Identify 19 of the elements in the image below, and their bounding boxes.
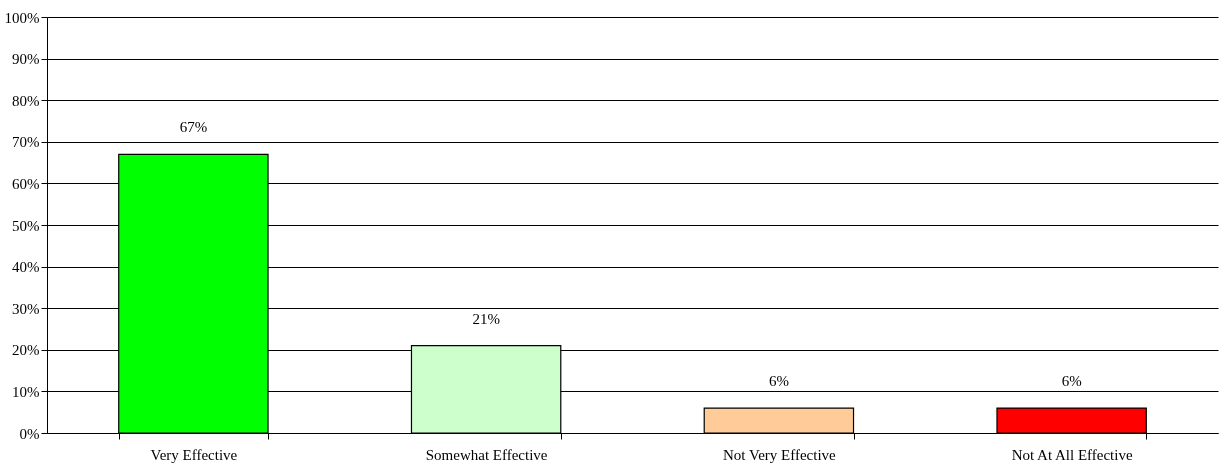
x-tick-label: Not At All Effective [1011,446,1133,463]
data-label: 67% [179,119,208,136]
x-tick-label: Not Very Effective [723,446,837,463]
y-tick-label: 70% [12,134,40,151]
data-label: 6% [1061,373,1082,390]
y-tick-label: 90% [12,51,40,68]
data-label: 21% [472,310,500,327]
y-tick-label: 30% [12,300,40,317]
x-tick-label: Very Effective [150,446,238,463]
y-tick-label: 80% [12,92,40,109]
y-tick-label: 0% [19,425,40,442]
y-tick-label: 60% [12,175,40,192]
y-tick-label: 100% [4,9,40,26]
data-label: 6% [768,373,789,390]
y-tick-label: 50% [12,217,40,234]
y-tick-label: 40% [12,259,40,276]
x-tick-label: Somewhat Effective [425,446,548,463]
y-tick-label: 10% [12,383,40,400]
y-tick-label: 20% [12,342,40,359]
